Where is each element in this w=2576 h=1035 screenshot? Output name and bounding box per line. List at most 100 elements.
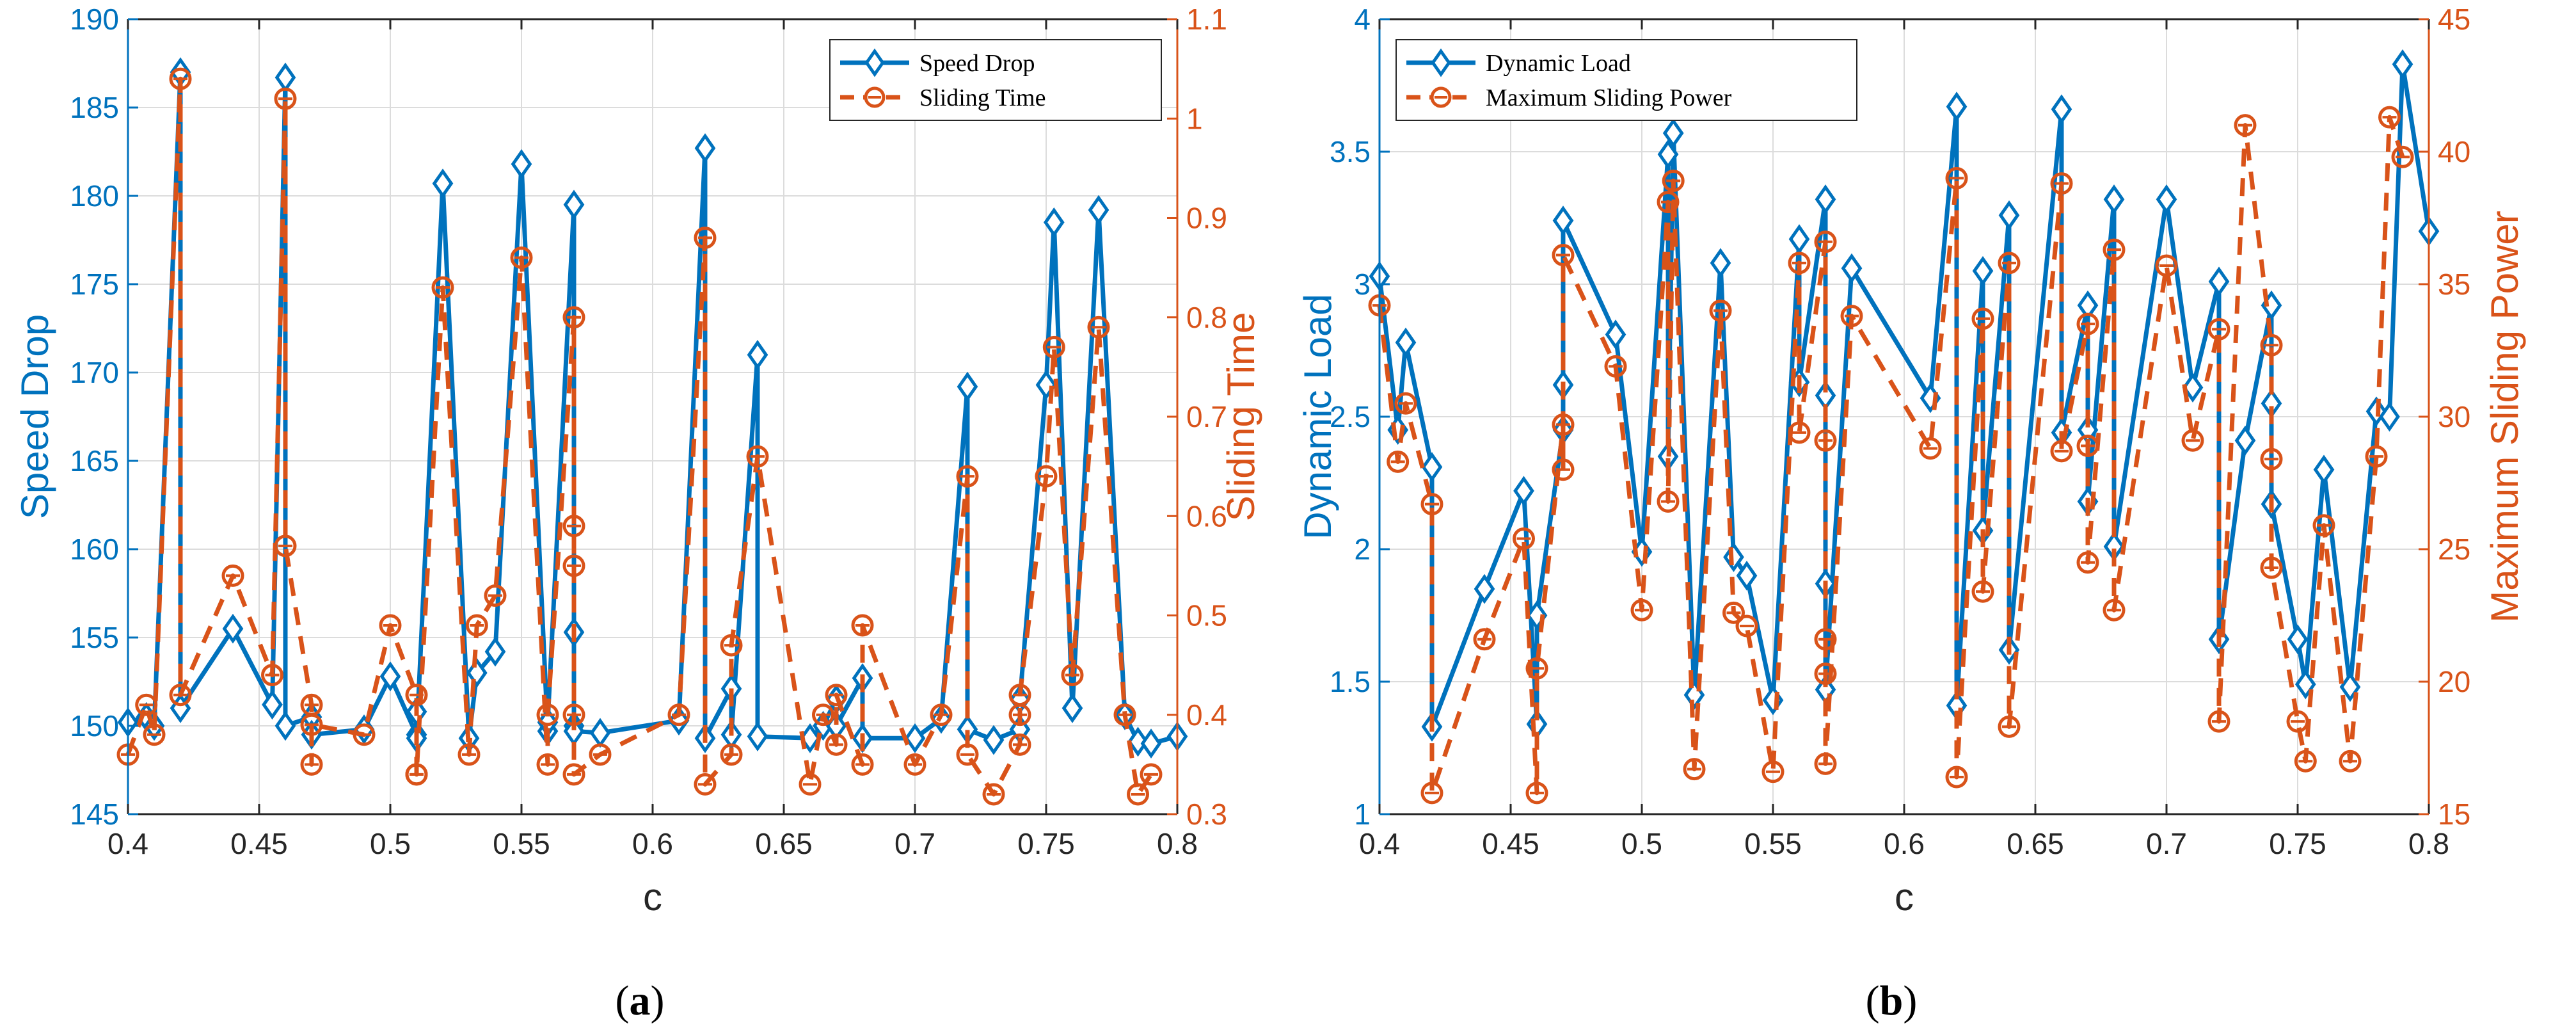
chart-2-point-maximum-sliding-power [1788, 421, 1811, 444]
chart-1-point-speed-drop [1061, 693, 1083, 723]
chart-2-point-maximum-sliding-power [1683, 758, 1706, 781]
chart-2-xtick-label: 0.7 [2146, 827, 2187, 860]
chart-1-point-sliding-time [903, 753, 926, 776]
chart-2-point-dynamic-load [2379, 401, 2400, 432]
chart-1-point-sliding-time [1113, 703, 1136, 726]
chart-1-point-sliding-time [300, 713, 323, 736]
chart-1-point-sliding-time [135, 693, 158, 716]
chart-2-ytick-label-right: 45 [2438, 3, 2470, 36]
chart-2-point-dynamic-load [2051, 94, 2072, 125]
chart-1-xtick-label: 0.8 [1157, 827, 1198, 860]
chart-2-ytick-label-right: 20 [2438, 665, 2470, 698]
chart-2-ytick-label-right: 35 [2438, 268, 2470, 301]
chart-2-point-maximum-sliding-power [2234, 114, 2257, 137]
chart-2-point-dynamic-load [2234, 425, 2256, 456]
chart-1-point-sliding-time [812, 703, 834, 726]
chart-1-ytick-label-left: 150 [70, 709, 119, 742]
chart-1-point-sliding-time [300, 753, 323, 776]
chart-1-point-sliding-time [694, 773, 717, 796]
chart-2-point-maximum-sliding-power [2207, 317, 2230, 341]
chart-1: 0.4 0.45 0.5 0.55 0.6 0.65 0.7 0.75 0.8 145 150 155… [13, 3, 1262, 1024]
chart-2-ytick-label-left: 1.5 [1330, 665, 1371, 698]
chart-1-ytick-label-right: 1 [1186, 102, 1203, 135]
chart-2-point-maximum-sliding-power [2365, 445, 2388, 468]
chart-1-point-speed-drop [957, 371, 978, 402]
chart-1-point-speed-drop [1043, 207, 1065, 237]
chart-2-point-dynamic-load [2287, 624, 2309, 655]
chart-2-point-dynamic-load [1662, 118, 1684, 148]
chart-1-point-sliding-time [667, 703, 690, 726]
chart-2-ytick-label-left: 4 [1354, 3, 1371, 36]
chart-2-point-maximum-sliding-power [1945, 166, 1968, 189]
chart-1-point-sliding-time [169, 684, 192, 707]
chart-2-point-maximum-sliding-power [2050, 440, 2073, 463]
chart-1-ytick-label-left: 160 [70, 533, 119, 566]
chart-2-point-maximum-sliding-power [1735, 614, 1758, 638]
chart-1-xtick-label: 0.6 [632, 827, 673, 860]
chart-1-point-speed-drop [1140, 728, 1162, 758]
chart-2-point-dynamic-load [1552, 205, 1574, 236]
chart-2-point-maximum-sliding-power [2155, 254, 2178, 277]
chart-2-point-dynamic-load [1788, 224, 1810, 254]
chart-2-ylabel-right: Maximum Sliding Power [2483, 211, 2526, 623]
chart-1-point-sliding-time [1140, 763, 1163, 786]
chart-2-legend: Dynamic Load Maximum Sliding Power [1395, 39, 1857, 121]
chart-2-point-dynamic-load [1513, 476, 1534, 506]
chart-1-point-sliding-time [379, 614, 402, 637]
chart-2-legend-label-maximum-sliding-power: Maximum Sliding Power [1486, 84, 1732, 111]
chart-1-legend-marker-speed-drop [864, 48, 885, 77]
chart-2-point-maximum-sliding-power [2207, 710, 2230, 733]
chart-1-point-speed-drop [563, 189, 585, 220]
chart-1-ytick-label-right: 0.6 [1186, 499, 1227, 533]
chart-1-point-speed-drop [432, 168, 454, 199]
chart-1-legend-label-speed-drop: Speed Drop [919, 50, 1035, 77]
chart-2-legend-marker-dynamic-load [1431, 48, 1451, 77]
chart-1-xtick-label: 0.4 [107, 827, 148, 860]
chart-1-point-speed-drop [1088, 195, 1109, 225]
chart-2-point-maximum-sliding-power [1657, 490, 1680, 513]
chart-1-ytick-label-right: 0.5 [1186, 599, 1227, 632]
chart-2-point-dynamic-load [2294, 669, 2316, 700]
chart-1-point-sliding-time [956, 743, 979, 766]
chart-2-point-maximum-sliding-power [1814, 230, 1837, 253]
chart-2-point-maximum-sliding-power [2103, 598, 2126, 622]
chart-1-point-sliding-time [746, 445, 769, 468]
chart-2-point-maximum-sliding-power [2181, 429, 2204, 452]
chart-1-point-speed-drop [694, 133, 716, 163]
chart-2-legend-label-dynamic-load: Dynamic Load [1486, 50, 1631, 77]
chart-2-point-maximum-sliding-power [1814, 429, 1837, 452]
chart-2-point-maximum-sliding-power [1525, 657, 1548, 680]
chart-1-point-sliding-time [1127, 783, 1149, 806]
chart-2-point-maximum-sliding-power [1473, 628, 1496, 651]
chart-1-point-speed-drop [379, 661, 401, 692]
chart-2-point-maximum-sliding-power [2391, 145, 2414, 168]
chart-2-point-dynamic-load [1657, 139, 1679, 170]
chart-1-point-sliding-time [510, 246, 533, 269]
chart-2-point-maximum-sliding-power [2260, 333, 2283, 357]
chart-2-xtick-label: 0.6 [1884, 827, 1925, 860]
chart-2-point-maximum-sliding-power [1788, 252, 1811, 275]
chart-2-point-maximum-sliding-power [1919, 437, 1942, 460]
chart-2-point-maximum-sliding-power [1552, 458, 1575, 481]
chart-1-point-sliding-time [562, 703, 585, 726]
chart-2-point-maximum-sliding-power [1998, 252, 2021, 275]
chart-2-point-dynamic-load [1395, 327, 1417, 358]
chart-2-point-dynamic-load [2208, 266, 2230, 297]
chart-1-point-sliding-time [221, 564, 244, 587]
chart-1-point-sliding-time [1061, 664, 1084, 687]
chart-2-point-maximum-sliding-power [1971, 580, 1994, 603]
chart-2-ytick-label-right: 40 [2438, 135, 2470, 168]
chart-2-xlabel: c [1895, 876, 1914, 919]
chart-2-point-maximum-sliding-power [1552, 413, 1575, 436]
chart-2-point-dynamic-load [1815, 184, 1836, 214]
chart-1-point-speed-drop [511, 148, 532, 179]
chart-1-ytick-label-right: 0.9 [1186, 202, 1227, 235]
chart-1-point-sliding-time [720, 634, 743, 657]
chart-2-point-dynamic-load [2182, 373, 2204, 403]
chart-2-ytick-label-left: 3.5 [1330, 135, 1371, 168]
chart-1-point-sliding-time [1008, 684, 1031, 707]
chart-1-point-sliding-time [1042, 335, 1065, 358]
chart-1-point-sliding-time [431, 276, 454, 299]
chart-1-ytick-label-left: 175 [70, 268, 119, 301]
chart-2-point-maximum-sliding-power [1604, 355, 1627, 378]
